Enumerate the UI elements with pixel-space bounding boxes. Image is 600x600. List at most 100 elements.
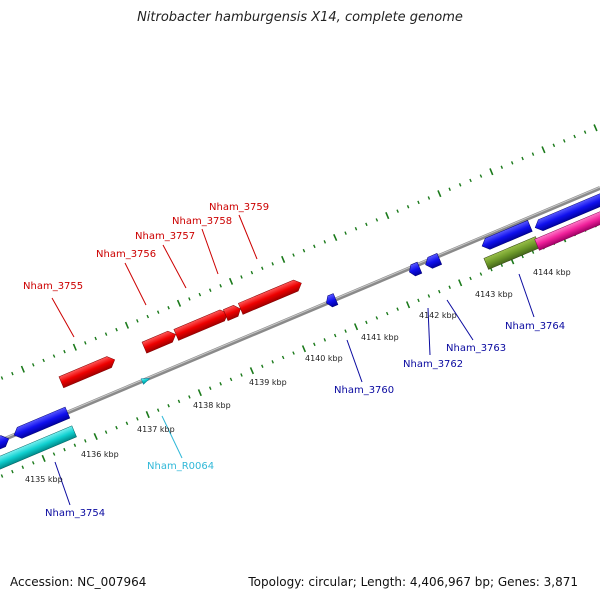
lower-tick <box>292 351 295 355</box>
gene-label-nham-3759[interactable]: Nham_3759 <box>209 202 269 213</box>
lower-tick <box>167 404 170 408</box>
gene-label-nham-3763[interactable]: Nham_3763 <box>446 343 506 354</box>
upper-tick <box>500 165 504 169</box>
upper-tick <box>427 196 431 200</box>
gene-label-nham-3754[interactable]: Nham_3754 <box>45 508 105 519</box>
reverse-strand-genes <box>0 190 600 476</box>
lower-tick <box>41 454 46 463</box>
upper-tick <box>385 211 390 220</box>
gene-label-nham-3755[interactable]: Nham_3755 <box>23 281 83 292</box>
upper-tick <box>458 183 462 187</box>
leader-line-nham-3763 <box>446 299 474 341</box>
leader-line-nham-3755 <box>51 297 75 338</box>
lower-tick <box>125 421 129 426</box>
upper-tick <box>365 222 368 227</box>
rna-marker-nham-r0064[interactable] <box>140 376 151 385</box>
upper-tick <box>52 354 56 358</box>
lower-tick <box>281 355 285 360</box>
upper-tick <box>521 156 524 161</box>
kbp-label-4144: 4144 kbp <box>533 268 571 277</box>
gene-arrow-left-edge[interactable] <box>0 433 11 456</box>
gene-arrow-nham-3755[interactable] <box>58 354 117 389</box>
kbp-label-4142: 4142 kbp <box>419 311 457 320</box>
gene-label-nham-3762[interactable]: Nham_3762 <box>403 359 463 370</box>
lower-tick <box>344 329 347 333</box>
kbp-label-4136: 4136 kbp <box>81 450 119 459</box>
lower-tick <box>31 461 35 465</box>
upper-tick <box>406 205 410 209</box>
upper-tick <box>302 248 306 253</box>
upper-tick <box>188 297 191 301</box>
lower-tick <box>11 469 14 474</box>
lower-tick <box>145 410 150 419</box>
reverse-gene-labels: Nham_3754 Nham_R0064 Nham_3760 Nham_3762… <box>45 273 565 519</box>
upper-tick <box>208 288 212 292</box>
upper-tick <box>11 371 14 376</box>
upper-tick <box>136 319 139 323</box>
lower-tick <box>469 276 472 281</box>
lower-tick <box>385 311 389 316</box>
lower-tick <box>448 285 451 289</box>
gene-label-nham-3764[interactable]: Nham_3764 <box>505 321 565 332</box>
kbp-label-4140: 4140 kbp <box>305 354 343 363</box>
upper-tick <box>448 187 451 191</box>
gene-arrow-cyan[interactable] <box>0 425 77 476</box>
gene-label-nham-3757[interactable]: Nham_3757 <box>135 231 195 242</box>
gene-arrow-nham-3754[interactable] <box>12 406 71 441</box>
upper-tick <box>375 218 379 222</box>
upper-tick <box>219 284 222 288</box>
lower-tick <box>197 389 202 397</box>
gene-arrow-nham-3756[interactable] <box>141 329 178 354</box>
leader-line-nham-3758 <box>201 228 219 275</box>
gene-arrow-nham-3763[interactable] <box>423 253 443 270</box>
map-title: Nitrobacter hamburgensis X14, complete g… <box>137 10 463 25</box>
upper-tick <box>313 244 316 249</box>
lower-tick <box>301 345 307 353</box>
gene-label-nham-3760[interactable]: Nham_3760 <box>334 385 394 396</box>
upper-tick <box>240 275 243 279</box>
lower-tick <box>208 386 212 390</box>
upper-tick <box>479 174 483 178</box>
upper-tick <box>531 152 535 156</box>
forward-gene-labels: Nham_3755 Nham_3756 Nham_3757 Nham_3758 … <box>23 202 269 338</box>
gene-label-nham-3758[interactable]: Nham_3758 <box>172 216 232 227</box>
lower-tick <box>405 301 411 309</box>
gene-arrow-nham-3760[interactable] <box>324 293 339 309</box>
upper-tick <box>94 336 97 341</box>
upper-tick <box>354 226 358 231</box>
gene-arrow-blue-upper[interactable] <box>480 220 533 251</box>
gene-arrow-nham-3758[interactable] <box>222 303 242 321</box>
lower-tick <box>458 279 463 287</box>
gene-arrow-blue-right[interactable] <box>533 190 600 233</box>
lower-tick <box>261 364 264 368</box>
gene-arrow-nham-3757[interactable] <box>173 308 230 341</box>
upper-tick <box>510 161 514 165</box>
upper-tick <box>104 332 108 336</box>
genome-backbone <box>0 186 600 443</box>
lower-tick <box>417 298 420 303</box>
upper-tick <box>344 231 347 235</box>
lower-tick <box>21 465 25 469</box>
gene-arrow-pink-right[interactable] <box>534 208 600 251</box>
lower-tick <box>52 452 56 456</box>
gene-label-nham-r0064[interactable]: Nham_R0064 <box>147 461 214 472</box>
lower-tick <box>521 254 524 259</box>
lower-tick <box>323 338 327 342</box>
gene-arrow-nham-3762[interactable] <box>407 261 423 277</box>
upper-tick <box>42 358 45 363</box>
leader-line-nham-3759 <box>238 214 258 260</box>
upper-tick <box>115 327 118 332</box>
gene-arrow-nham-3759[interactable] <box>237 278 303 315</box>
upper-tick <box>167 306 170 310</box>
upper-tick <box>583 130 587 134</box>
lower-tick <box>136 417 139 421</box>
gene-label-nham-3756[interactable]: Nham_3756 <box>96 249 156 260</box>
lower-tick <box>156 408 160 412</box>
upper-tick <box>146 314 150 319</box>
leader-line-nham-3764 <box>518 273 535 318</box>
lower-tick <box>490 267 493 272</box>
forward-strand-genes <box>58 278 303 389</box>
lower-tick <box>271 360 274 364</box>
upper-tick <box>72 343 77 351</box>
